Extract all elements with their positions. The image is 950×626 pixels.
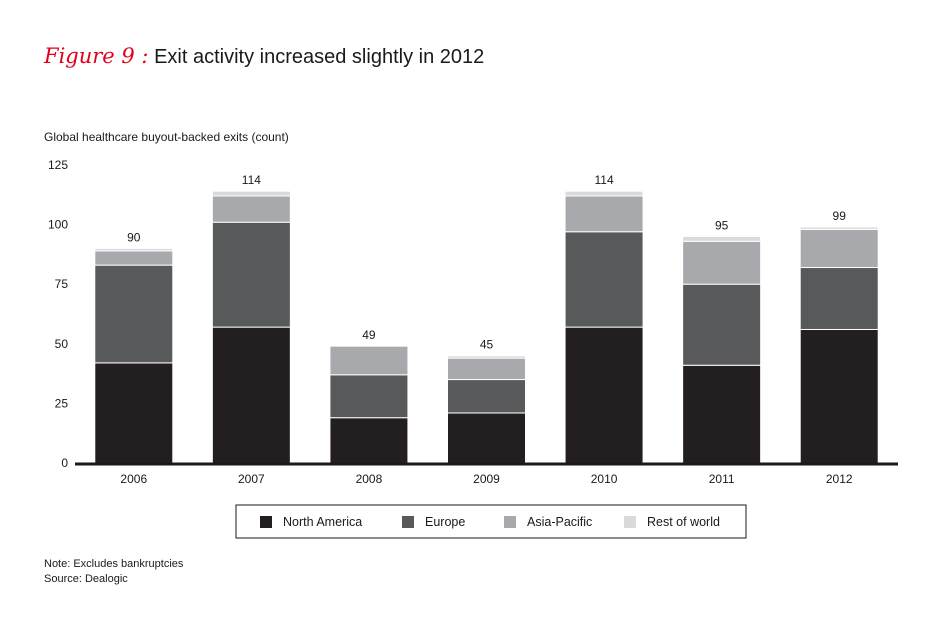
bar-segment-rest-of-world (94, 247, 174, 252)
figure-title-text: Exit activity increased slightly in 2012 (154, 46, 485, 68)
legend-swatch-rest-of-world (624, 516, 636, 528)
y-axis-title: Global healthcare buyout-backed exits (c… (44, 130, 289, 144)
y-tick-label: 25 (55, 396, 69, 410)
bar-segment-europe (564, 231, 644, 328)
x-tick-label: 2006 (120, 472, 147, 486)
bar-segment-asia-pacific (799, 228, 879, 269)
y-tick-label: 100 (48, 218, 68, 232)
bar-segment-asia-pacific (447, 357, 526, 381)
bar-segment-rest-of-world (211, 190, 291, 197)
bar-segment-rest-of-world (564, 190, 644, 197)
bar-segment-north-america (564, 326, 644, 464)
legend-box (235, 504, 747, 539)
y-tick-label: 50 (55, 337, 69, 351)
chart-note: Note: Excludes bankruptcies (44, 558, 184, 570)
legend-label: Asia-Pacific (527, 515, 592, 529)
bar-segment-north-america (447, 412, 526, 464)
figure-label: Figure 9 : (44, 44, 149, 68)
bar-segment-europe (682, 283, 762, 366)
total-label: 95 (715, 219, 729, 233)
bar-segment-asia-pacific (94, 250, 174, 266)
legend-label: Europe (425, 515, 465, 529)
bar-segment-north-america (329, 417, 409, 464)
legend-label: North America (283, 515, 362, 529)
x-tick-label: 2010 (591, 472, 618, 486)
bar-segment-asia-pacific (682, 240, 762, 285)
total-label: 114 (595, 173, 614, 187)
y-tick-label: 0 (61, 456, 68, 470)
bar-segment-asia-pacific (211, 195, 291, 223)
total-label: 45 (480, 338, 494, 352)
legend-label: Rest of world (647, 515, 720, 529)
bar-segment-europe (799, 267, 879, 330)
bar-segment-north-america (94, 362, 174, 464)
bar-segment-asia-pacific (564, 195, 644, 233)
legend-swatch-europe (402, 516, 414, 528)
x-tick-label: 2009 (473, 472, 500, 486)
bar-segment-europe (447, 379, 526, 414)
total-label: 90 (127, 230, 141, 244)
bar-segment-asia-pacific (329, 345, 409, 376)
x-tick-label: 2008 (356, 472, 383, 486)
total-label: 49 (362, 328, 376, 342)
bar-segment-europe (94, 264, 174, 364)
bar-segment-rest-of-world (799, 226, 879, 230)
chart-source: Source: Dealogic (44, 573, 128, 585)
total-label: 114 (242, 173, 261, 187)
legend-swatch-asia-pacific (504, 516, 516, 528)
bar-segment-north-america (211, 326, 291, 464)
figure-title: Figure 9 : Exit activity increased sligh… (44, 44, 484, 69)
bar-segment-rest-of-world (682, 236, 762, 242)
bar-segment-europe (329, 374, 409, 419)
x-tick-label: 2007 (238, 472, 265, 486)
y-tick-label: 75 (55, 277, 69, 291)
total-label: 99 (833, 209, 847, 223)
bar-segment-north-america (799, 328, 879, 464)
x-tick-label: 2011 (709, 472, 735, 486)
bar-segment-rest-of-world (447, 355, 526, 359)
x-tick-label: 2012 (826, 472, 853, 486)
bar-segment-europe (211, 221, 291, 328)
y-tick-label: 125 (48, 158, 68, 172)
legend-swatch-north-america (260, 516, 272, 528)
bar-segment-north-america (682, 364, 762, 464)
